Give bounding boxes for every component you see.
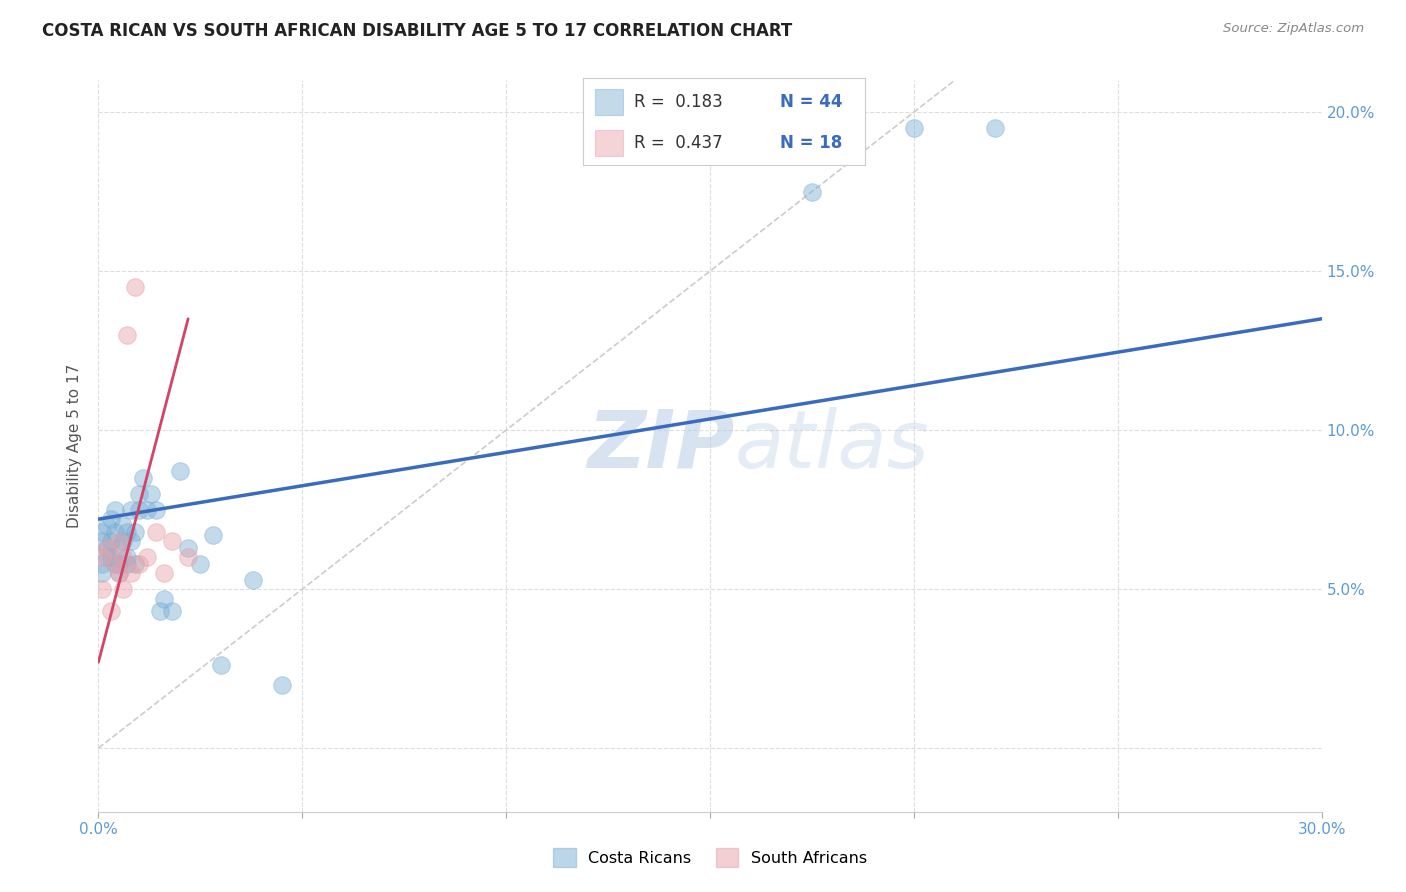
Point: [188, 557, 212, 571]
Point: [96, 541, 118, 555]
Point: [91, 582, 114, 596]
Point: [149, 604, 172, 618]
Point: [100, 534, 122, 549]
Point: [104, 502, 127, 516]
Point: [242, 573, 264, 587]
Point: [91, 524, 114, 539]
FancyBboxPatch shape: [595, 89, 623, 115]
Text: atlas: atlas: [734, 407, 929, 485]
Point: [111, 550, 134, 565]
Point: [128, 486, 150, 500]
Point: [128, 557, 150, 571]
Point: [120, 502, 142, 516]
Point: [96, 550, 118, 565]
Point: [984, 120, 1007, 135]
Point: [91, 550, 114, 565]
Point: [120, 534, 142, 549]
Point: [177, 550, 200, 565]
Text: R =  0.437: R = 0.437: [634, 134, 723, 153]
Point: [177, 541, 200, 555]
Point: [120, 566, 142, 581]
Point: [108, 541, 131, 555]
Point: [128, 502, 150, 516]
Point: [124, 280, 146, 294]
Point: [100, 550, 122, 565]
Point: [145, 502, 167, 516]
Point: [115, 524, 138, 539]
Text: R =  0.183: R = 0.183: [634, 93, 723, 112]
Point: [91, 566, 114, 581]
Point: [136, 550, 159, 565]
Text: COSTA RICAN VS SOUTH AFRICAN DISABILITY AGE 5 TO 17 CORRELATION CHART: COSTA RICAN VS SOUTH AFRICAN DISABILITY …: [42, 22, 793, 40]
Point: [111, 534, 134, 549]
Legend: Costa Ricans, South Africans: Costa Ricans, South Africans: [547, 842, 873, 873]
Text: ZIP: ZIP: [588, 407, 734, 485]
Point: [96, 518, 118, 533]
Point: [100, 512, 122, 526]
Point: [124, 557, 146, 571]
Point: [132, 471, 155, 485]
Point: [108, 534, 131, 549]
Text: N = 18: N = 18: [780, 134, 842, 153]
Point: [160, 534, 183, 549]
Point: [96, 541, 118, 555]
Point: [91, 557, 114, 571]
Point: [152, 566, 174, 581]
Point: [91, 534, 114, 549]
Point: [160, 604, 183, 618]
Y-axis label: Disability Age 5 to 17: Disability Age 5 to 17: [67, 364, 83, 528]
Point: [104, 524, 127, 539]
Point: [903, 120, 925, 135]
Point: [108, 557, 131, 571]
Point: [801, 185, 824, 199]
Point: [169, 465, 191, 479]
Point: [209, 658, 232, 673]
Point: [141, 486, 163, 500]
Point: [104, 557, 127, 571]
Text: N = 44: N = 44: [780, 93, 842, 112]
Point: [108, 566, 131, 581]
Point: [111, 518, 134, 533]
Point: [108, 566, 131, 581]
Point: [104, 557, 127, 571]
Point: [115, 327, 138, 342]
Point: [270, 677, 294, 691]
FancyBboxPatch shape: [595, 130, 623, 156]
Point: [152, 591, 174, 606]
Point: [201, 528, 224, 542]
Point: [115, 557, 138, 571]
Point: [136, 502, 159, 516]
Text: Source: ZipAtlas.com: Source: ZipAtlas.com: [1223, 22, 1364, 36]
Point: [111, 582, 134, 596]
Point: [115, 550, 138, 565]
Point: [124, 524, 146, 539]
Point: [100, 604, 122, 618]
Point: [145, 524, 167, 539]
